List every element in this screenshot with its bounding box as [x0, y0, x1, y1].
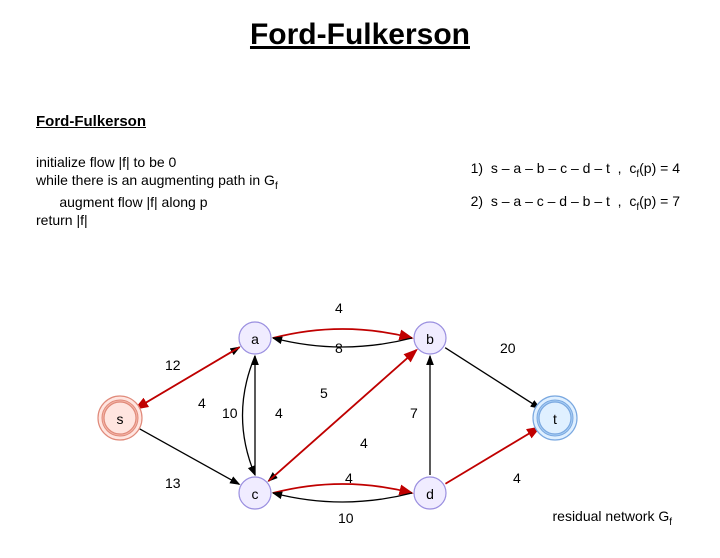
pseudo-line-2: while there is an augmenting path in Gf — [36, 171, 278, 193]
edge-label-d-c: 10 — [338, 510, 354, 526]
edge-c-b — [268, 350, 416, 481]
node-d: d — [414, 477, 446, 509]
edge-label-s-a: 12 — [165, 357, 181, 373]
path-line-2: 2) s – a – c – d – b – t , cf(p) = 7 — [471, 186, 680, 219]
node-s: s — [98, 396, 142, 440]
svg-text:d: d — [426, 486, 434, 502]
node-a: a — [239, 322, 271, 354]
edge-label-a-c: 10 — [222, 405, 238, 421]
residual-graph: 12 4 13 4 8 4 10 5 4 4 10 7 20 4 s a b c d t — [0, 298, 720, 538]
edge-s-c — [136, 427, 240, 485]
section-subtitle: Ford-Fulkerson — [36, 113, 146, 130]
edge-label-s-c: 13 — [165, 475, 181, 491]
edge-label-a-b: 4 — [335, 300, 343, 316]
edge-d-t — [445, 427, 539, 483]
svg-text:c: c — [252, 486, 259, 502]
node-c: c — [239, 477, 271, 509]
svg-text:b: b — [426, 331, 434, 347]
svg-text:t: t — [553, 411, 557, 427]
node-t: t — [533, 396, 577, 440]
edge-label-b-c: 5 — [320, 385, 328, 401]
edge-label-c-a: 4 — [275, 405, 283, 421]
edge-d-c — [273, 493, 412, 502]
augmenting-paths-list: 1) s – a – b – c – d – t , cf(p) = 4 2) … — [471, 153, 680, 219]
edge-a-c — [243, 356, 256, 475]
pseudo-line-4: return |f| — [36, 211, 278, 229]
svg-text:a: a — [251, 331, 259, 347]
edge-label-c-b: 4 — [360, 435, 368, 451]
pseudo-line-1: initialize flow |f| to be 0 — [36, 153, 278, 171]
edge-label-c-d: 4 — [345, 470, 353, 486]
edge-b-t — [445, 348, 540, 409]
edge-label-b-a: 8 — [335, 340, 343, 356]
svg-text:s: s — [117, 411, 124, 427]
pseudo-line-3: augment flow |f| along p — [36, 193, 278, 211]
edge-label-a-s: 4 — [198, 395, 206, 411]
edge-a-s — [135, 347, 239, 409]
path-line-1: 1) s – a – b – c – d – t , cf(p) = 4 — [471, 153, 680, 186]
edge-label-b-t: 20 — [500, 340, 516, 356]
graph-caption: residual network Gf — [553, 508, 673, 528]
edge-label-d-t: 4 — [513, 470, 521, 486]
edge-c-d — [273, 484, 412, 493]
page-title: Ford-Fulkerson — [0, 18, 720, 52]
edge-a-b — [273, 329, 412, 338]
pseudocode-block: initialize flow |f| to be 0 while there … — [36, 153, 278, 229]
edge-label-d-b: 7 — [410, 405, 418, 421]
node-b: b — [414, 322, 446, 354]
